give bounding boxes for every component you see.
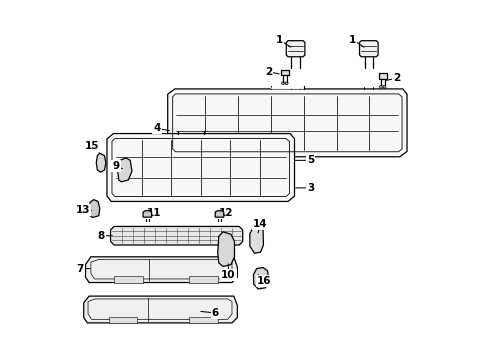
Polygon shape — [143, 211, 151, 217]
Text: 4: 4 — [153, 123, 161, 133]
Polygon shape — [189, 276, 217, 283]
Text: 14: 14 — [253, 219, 267, 229]
Text: 9: 9 — [112, 161, 119, 171]
Text: 10: 10 — [221, 270, 235, 280]
Text: 11: 11 — [147, 208, 162, 218]
Text: 3: 3 — [306, 183, 314, 193]
Polygon shape — [83, 296, 237, 323]
Polygon shape — [270, 86, 304, 89]
Text: 7: 7 — [76, 264, 84, 274]
Text: 2: 2 — [264, 67, 271, 77]
Text: 6: 6 — [211, 308, 219, 318]
Polygon shape — [107, 134, 294, 202]
Polygon shape — [96, 153, 106, 172]
Polygon shape — [167, 89, 406, 157]
Text: 1: 1 — [348, 35, 356, 45]
Polygon shape — [89, 200, 100, 217]
Polygon shape — [285, 41, 304, 57]
Polygon shape — [189, 317, 217, 323]
Polygon shape — [110, 226, 242, 245]
Polygon shape — [215, 211, 224, 217]
Text: 5: 5 — [306, 156, 314, 165]
Polygon shape — [253, 267, 268, 289]
Circle shape — [281, 82, 284, 85]
Circle shape — [382, 85, 385, 88]
Text: 1: 1 — [275, 35, 283, 45]
Text: 8: 8 — [97, 231, 104, 241]
Polygon shape — [114, 276, 142, 283]
Circle shape — [379, 85, 382, 88]
Polygon shape — [85, 257, 237, 283]
Polygon shape — [281, 69, 288, 75]
Polygon shape — [359, 41, 377, 57]
Circle shape — [285, 82, 287, 85]
Text: 2: 2 — [392, 73, 399, 83]
Polygon shape — [378, 73, 386, 79]
Polygon shape — [118, 158, 132, 182]
Polygon shape — [217, 232, 234, 266]
Text: 13: 13 — [76, 205, 90, 215]
Polygon shape — [108, 317, 137, 323]
Polygon shape — [249, 226, 263, 253]
Text: 12: 12 — [218, 208, 233, 218]
Text: 15: 15 — [84, 141, 99, 151]
Text: 16: 16 — [256, 276, 271, 286]
